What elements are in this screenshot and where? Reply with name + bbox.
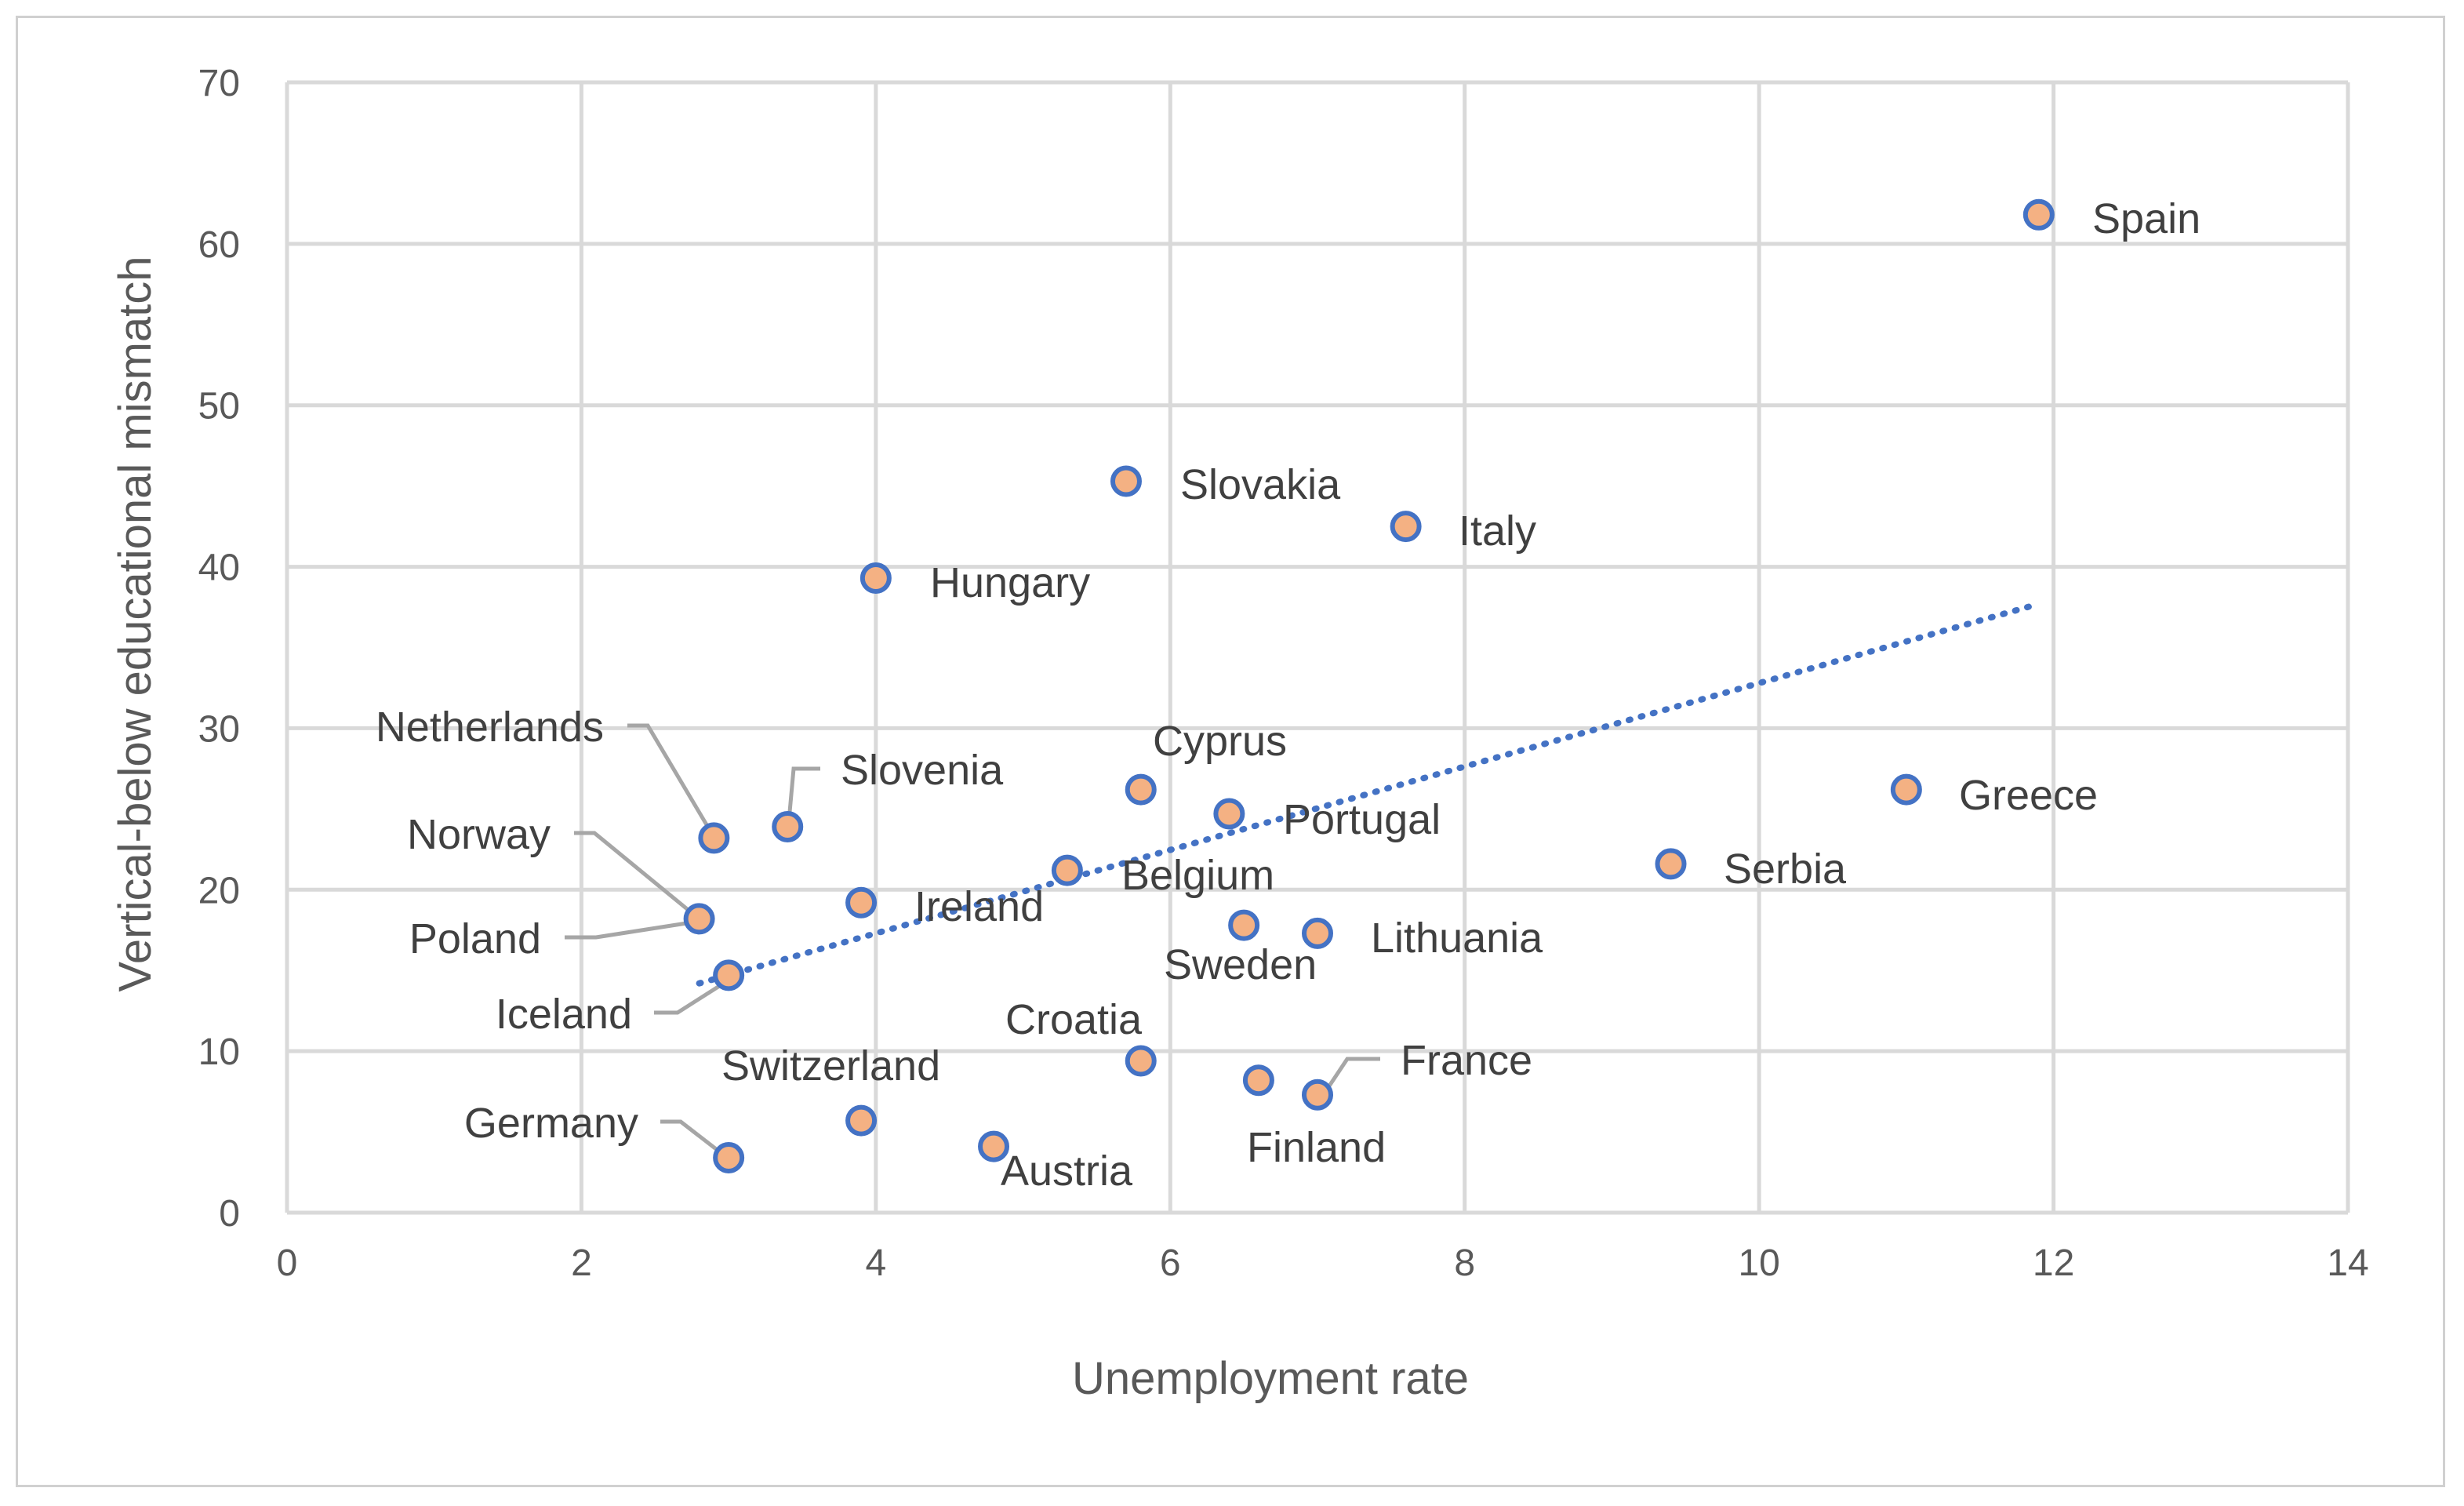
data-point: [1213, 798, 1245, 830]
data-point: [1890, 773, 1922, 806]
data-label: Austria: [1001, 1148, 1133, 1195]
data-label: Portugal: [1283, 796, 1441, 843]
leader-line: [787, 766, 820, 821]
y-tick-label: 10: [198, 1031, 240, 1073]
leader-line: [627, 723, 718, 841]
data-point: [698, 822, 730, 854]
x-tick-label: 12: [2033, 1242, 2074, 1284]
data-label: Greece: [1959, 772, 2098, 819]
point-layer: [683, 198, 2055, 1174]
data-point: [1125, 773, 1157, 806]
data-point: [1051, 854, 1083, 886]
x-tick-label: 14: [2327, 1242, 2368, 1284]
data-point: [1655, 848, 1687, 880]
x-axis-title: Unemployment rate: [1072, 1353, 1469, 1404]
chart-frame: [16, 16, 2445, 1487]
y-tick-label: 50: [198, 386, 240, 427]
data-label: Spain: [2092, 195, 2201, 242]
data-point: [1390, 511, 1422, 543]
data-point: [1242, 1064, 1274, 1097]
leader-line: [574, 831, 696, 917]
data-point: [859, 562, 892, 594]
data-label: Lithuania: [1371, 915, 1543, 962]
data-label: Germany: [464, 1100, 638, 1147]
data-label: Ireland: [914, 883, 1044, 930]
data-label: Cyprus: [1153, 718, 1287, 765]
y-tick-label: 60: [198, 224, 240, 266]
leader-line: [565, 920, 692, 940]
data-point: [713, 959, 745, 991]
point-label-layer: Spain Slovakia Italy Hungary Netherlands Slov…: [376, 195, 2201, 1195]
data-point: [845, 886, 878, 919]
data-point: [1228, 909, 1260, 941]
x-tick-label: 4: [866, 1242, 887, 1284]
data-label: Italy: [1459, 507, 1536, 555]
data-label: Croatia: [1005, 996, 1143, 1043]
leader-line: [1320, 1057, 1380, 1098]
y-tick-label: 20: [198, 870, 240, 911]
data-label: France: [1401, 1037, 1532, 1084]
data-point: [713, 1142, 745, 1174]
data-label: Iceland: [496, 991, 632, 1038]
data-label: Finland: [1247, 1124, 1386, 1171]
data-label: Sweden: [1164, 941, 1317, 988]
x-tick-label: 6: [1160, 1242, 1181, 1284]
data-point: [1110, 465, 1142, 497]
data-label: Belgium: [1121, 852, 1274, 899]
leader-line: [660, 1119, 731, 1161]
y-axis-title: Vertical-below educational mismatch: [110, 256, 161, 991]
data-label: Switzerland: [721, 1042, 940, 1089]
data-point: [772, 811, 804, 843]
data-label: Poland: [409, 915, 541, 962]
data-point: [1302, 917, 1333, 949]
x-tick-label: 0: [277, 1242, 298, 1284]
x-tick-label: 8: [1454, 1242, 1475, 1284]
data-label: Hungary: [930, 559, 1090, 606]
y-tick-label: 70: [198, 63, 240, 104]
leader-line: [654, 977, 731, 1015]
data-label: Norway: [407, 811, 551, 858]
data-point: [1125, 1045, 1157, 1077]
x-tick-label: 10: [1738, 1242, 1779, 1284]
data-label: Serbia: [1724, 846, 1847, 893]
data-label: Slovenia: [841, 747, 1004, 794]
y-tick-label: 40: [198, 547, 240, 589]
grid-layer: [285, 80, 2350, 1215]
axis-layer: 0 2 4 6 8 10 12 14 0 10 20 30 40 50 60 70 Unemployment r…: [110, 63, 2369, 1404]
y-tick-label: 0: [219, 1193, 240, 1235]
data-point: [845, 1104, 878, 1137]
x-tick-label: 2: [571, 1242, 592, 1284]
y-tick-label: 30: [198, 708, 240, 750]
data-point: [2022, 198, 2055, 231]
data-label: Netherlands: [376, 704, 604, 751]
data-point: [1302, 1079, 1333, 1111]
leader-line-layer: [565, 723, 1380, 1161]
data-label: Slovakia: [1180, 461, 1341, 508]
data-point: [683, 903, 715, 935]
data-point: [978, 1130, 1010, 1162]
